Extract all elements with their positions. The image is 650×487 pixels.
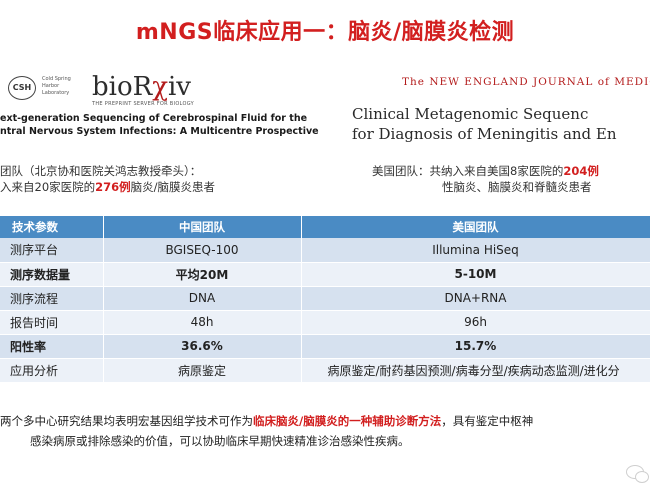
left-paper-title-line2: ntral Nervous System Infections: A Multi… — [0, 126, 319, 137]
row-china-value: 48h — [103, 310, 302, 335]
row-china-value: 平均20M — [103, 262, 302, 287]
header-china-team: 中国团队 — [103, 216, 302, 238]
csh-logo-subtitle: Cold Spring Harbor Laboratory — [42, 76, 71, 96]
row-us-value: 病原鉴定/耐药基因预测/病毒分型/疾病动态监测/进化分 — [301, 358, 650, 383]
china-team-line2: 入来自20家医院的276例脑炎/脑膜炎患者 — [0, 179, 330, 195]
us-team-line1: 美国团队：共纳入来自美国8家医院的204例 — [372, 163, 650, 179]
row-param: 测序平台 — [0, 238, 104, 263]
conclusion-line1-post: ，具有鉴定中枢神 — [441, 414, 534, 428]
us-team-line1-pre: 美国团队：共纳入来自美国8家医院的 — [372, 164, 564, 178]
table-row: 阳性率 36.6% 15.7% — [0, 334, 650, 359]
biorxiv-logo-accent: χ — [152, 72, 168, 102]
biorxiv-tagline: THE PREPRINT SERVER FOR BIOLOGY — [92, 101, 194, 107]
right-paper-title: Clinical Metagenomic Sequenc for Diagnos… — [352, 104, 650, 144]
row-china-value: 病原鉴定 — [103, 358, 302, 383]
china-team-line2-pre: 入来自20家医院的 — [0, 180, 96, 194]
left-paper-title-line1: ext-generation Sequencing of Cerebrospin… — [0, 113, 308, 124]
row-param: 测序流程 — [0, 286, 104, 311]
row-china-value: 36.6% — [103, 334, 302, 359]
nejm-journal-name: The NEW ENGLAND JOURNAL of MEDICI — [402, 76, 650, 88]
csh-logo: CSH — [8, 76, 36, 100]
row-param: 阳性率 — [0, 334, 104, 359]
wechat-watermark-icon — [626, 465, 649, 483]
comparison-table: 技术参数 中国团队 美国团队 测序平台 BGISEQ-100 Illumina … — [0, 216, 650, 383]
table-header-row: 技术参数 中国团队 美国团队 — [0, 216, 650, 238]
row-us-value: 15.7% — [301, 334, 650, 359]
header-us-team: 美国团队 — [301, 216, 650, 238]
conclusion-text: 两个多中心研究结果均表明宏基因组学技术可作为临床脑炎/脑膜炎的一种辅助诊断方法，… — [0, 411, 650, 451]
china-team-line2-post: 脑炎/脑膜炎患者 — [130, 180, 216, 194]
us-team-description: 美国团队：共纳入来自美国8家医院的204例 性脑炎、脑膜炎和脊髓炎患者 — [372, 163, 650, 195]
china-team-description: 团队（北京协和医院关鸿志教授牵头）： 入来自20家医院的276例脑炎/脑膜炎患者 — [0, 163, 330, 195]
row-us-value: 96h — [301, 310, 650, 335]
biorxiv-logo: bioRχiv — [92, 72, 191, 102]
conclusion-highlight: 临床脑炎/脑膜炎的一种辅助诊断方法 — [253, 414, 442, 428]
right-paper-title-line1: Clinical Metagenomic Sequenc — [352, 105, 589, 123]
biorxiv-logo-text-post: iv — [167, 72, 191, 102]
slide-title: mNGS临床应用一：脑炎/脑膜炎检测 — [135, 20, 515, 45]
table-row: 报告时间 48h 96h — [0, 310, 650, 335]
biorxiv-logo-text-pre: bioR — [92, 72, 153, 102]
us-team-line2: 性脑炎、脑膜炎和脊髓炎患者 — [442, 180, 592, 194]
row-china-value: DNA — [103, 286, 302, 311]
row-us-value: Illumina HiSeq — [301, 238, 650, 263]
right-paper-title-line2: for Diagnosis of Meningitis and En — [352, 125, 617, 143]
conclusion-line1: 两个多中心研究结果均表明宏基因组学技术可作为临床脑炎/脑膜炎的一种辅助诊断方法，… — [0, 411, 650, 431]
table-row: 测序数据量 平均20M 5-10M — [0, 262, 650, 287]
china-team-count: 276例 — [95, 180, 131, 194]
row-us-value: DNA+RNA — [301, 286, 650, 311]
conclusion-line1-pre: 两个多中心研究结果均表明宏基因组学技术可作为 — [0, 414, 253, 428]
row-us-value: 5-10M — [301, 262, 650, 287]
us-team-count: 204例 — [563, 164, 599, 178]
table-row: 应用分析 病原鉴定 病原鉴定/耐药基因预测/病毒分型/疾病动态监测/进化分 — [0, 358, 650, 383]
row-param: 应用分析 — [0, 358, 104, 383]
row-param: 报告时间 — [0, 310, 104, 335]
left-paper-title: ext-generation Sequencing of Cerebrospin… — [0, 112, 320, 138]
header-parameter: 技术参数 — [0, 216, 104, 238]
conclusion-line2: 感染病原或排除感染的价值，可以协助临床早期快速精准诊治感染性疾病。 — [30, 434, 410, 448]
table-row: 测序流程 DNA DNA+RNA — [0, 286, 650, 311]
table-row: 测序平台 BGISEQ-100 Illumina HiSeq — [0, 238, 650, 263]
row-param: 测序数据量 — [0, 262, 104, 287]
china-team-line1: 团队（北京协和医院关鸿志教授牵头）： — [0, 164, 202, 178]
row-china-value: BGISEQ-100 — [103, 238, 302, 263]
